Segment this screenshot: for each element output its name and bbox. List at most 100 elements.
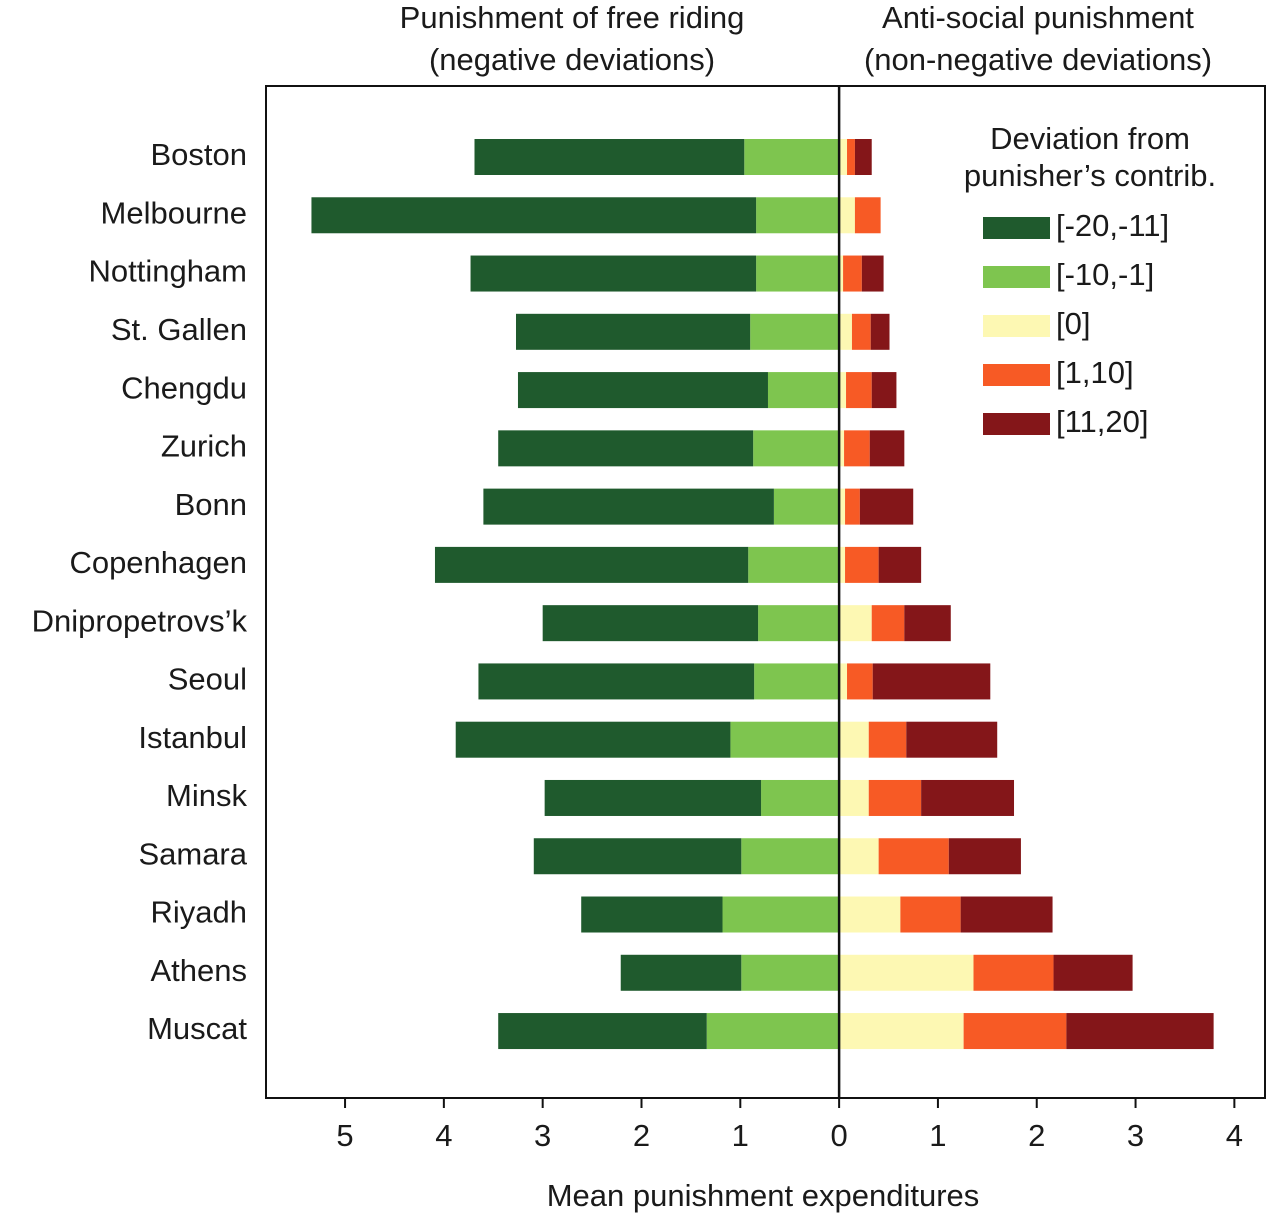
bar-segment bbox=[846, 372, 872, 409]
bar-segment bbox=[498, 1013, 707, 1050]
bar-segment bbox=[948, 838, 1021, 875]
bar-segment bbox=[478, 663, 755, 700]
bar-segment bbox=[498, 430, 754, 467]
bar-segment bbox=[542, 605, 759, 642]
legend-swatch bbox=[983, 266, 1050, 288]
y-tick-label: Boston bbox=[150, 137, 247, 172]
y-tick-label: Samara bbox=[138, 836, 247, 871]
bar-segment bbox=[767, 372, 840, 409]
bar-segment bbox=[515, 313, 751, 350]
x-tick-label: 3 bbox=[534, 1118, 551, 1153]
bar-segment bbox=[871, 372, 897, 409]
y-tick-label: Athens bbox=[150, 953, 247, 988]
y-tick-label: Copenhagen bbox=[69, 545, 247, 580]
bar-segment bbox=[434, 546, 749, 583]
x-axis-label: Mean punishment expenditures bbox=[547, 1178, 980, 1213]
y-tick-label: Minsk bbox=[166, 778, 247, 813]
title-left: Punishment of free riding bbox=[400, 0, 745, 35]
bar-segment bbox=[904, 605, 951, 642]
x-tick-label: 0 bbox=[830, 1118, 847, 1153]
bar-segment bbox=[748, 546, 840, 583]
bar-segment bbox=[706, 1013, 840, 1050]
legend-label: [-10,-1] bbox=[1056, 257, 1154, 292]
y-tick-label: Seoul bbox=[168, 662, 247, 697]
x-tick-label: 1 bbox=[929, 1118, 946, 1153]
x-tick-label: 1 bbox=[732, 1118, 749, 1153]
legend-swatch bbox=[983, 315, 1050, 337]
bar-segment bbox=[839, 197, 855, 234]
y-tick-label: Muscat bbox=[147, 1011, 247, 1046]
legend-swatch bbox=[983, 217, 1050, 239]
bar-segment bbox=[754, 663, 840, 700]
bar-segment bbox=[758, 605, 840, 642]
bar-segment bbox=[544, 779, 762, 816]
title-right: (non-negative deviations) bbox=[864, 42, 1212, 77]
legend-title: punisher’s contrib. bbox=[964, 158, 1216, 193]
legend-label: [0] bbox=[1056, 306, 1090, 341]
bar-segment bbox=[839, 954, 974, 991]
bar-segment bbox=[741, 954, 840, 991]
bar-segment bbox=[963, 1013, 1067, 1050]
x-tick-label: 5 bbox=[336, 1118, 353, 1153]
bar-segment bbox=[753, 430, 840, 467]
bar-segment bbox=[839, 605, 872, 642]
bar-segment bbox=[870, 313, 890, 350]
bar-segment bbox=[921, 779, 1015, 816]
legend-label: [-20,-11] bbox=[1056, 208, 1169, 243]
bar-segment bbox=[474, 139, 745, 175]
bar-segment bbox=[741, 838, 840, 875]
x-tick-label: 2 bbox=[633, 1118, 650, 1153]
bar-segment bbox=[839, 139, 848, 175]
bar-segment bbox=[839, 896, 901, 933]
y-tick-label: Melbourne bbox=[101, 195, 247, 230]
x-tick-label: 2 bbox=[1028, 1118, 1045, 1153]
legend-swatch bbox=[983, 413, 1050, 435]
bar-segment bbox=[581, 896, 723, 933]
y-tick-label: Bonn bbox=[175, 487, 247, 522]
bar-segment bbox=[845, 488, 860, 525]
bar-segment bbox=[844, 430, 870, 467]
bar-segment bbox=[839, 488, 846, 525]
y-tick-label: Zurich bbox=[161, 429, 247, 464]
bar-segment bbox=[854, 197, 881, 234]
bar-segment bbox=[839, 430, 845, 467]
y-tick-label: St. Gallen bbox=[111, 312, 247, 347]
bar-segment bbox=[839, 372, 847, 409]
bar-segment bbox=[761, 779, 840, 816]
bar-segment bbox=[839, 663, 848, 700]
bar-segment bbox=[868, 779, 922, 816]
y-tick-label: Dnipropetrovs’k bbox=[32, 603, 248, 638]
bar-segment bbox=[854, 139, 872, 175]
bar-segment bbox=[859, 488, 914, 525]
bar-segment bbox=[868, 721, 907, 758]
bar-segment bbox=[722, 896, 840, 933]
bar-segment bbox=[900, 896, 961, 933]
bar-segment bbox=[845, 546, 879, 583]
x-tick-label: 4 bbox=[435, 1118, 452, 1153]
legend-label: [11,20] bbox=[1056, 404, 1149, 439]
bar-segment bbox=[750, 313, 840, 350]
bar-segment bbox=[872, 663, 991, 700]
bar-segment bbox=[878, 546, 922, 583]
title-right: Anti-social punishment bbox=[882, 0, 1194, 35]
legend-title: Deviation from bbox=[990, 121, 1190, 156]
bar-segment bbox=[773, 488, 840, 525]
bar-segment bbox=[744, 139, 840, 175]
bar-segment bbox=[960, 896, 1053, 933]
bar-segment bbox=[483, 488, 774, 525]
bar-segment bbox=[756, 197, 840, 234]
bar-segment bbox=[533, 838, 742, 875]
legend-swatch bbox=[983, 364, 1050, 386]
y-tick-label: Chengdu bbox=[121, 370, 247, 405]
x-tick-label: 4 bbox=[1226, 1118, 1243, 1153]
bar-segment bbox=[839, 313, 852, 350]
bar-segment bbox=[847, 139, 855, 175]
bar-segment bbox=[861, 255, 884, 292]
bar-segment bbox=[839, 1013, 964, 1050]
bar-segment bbox=[756, 255, 840, 292]
title-left: (negative deviations) bbox=[429, 42, 715, 77]
bar-segment bbox=[906, 721, 998, 758]
bar-segment bbox=[455, 721, 731, 758]
bar-segment bbox=[839, 546, 846, 583]
